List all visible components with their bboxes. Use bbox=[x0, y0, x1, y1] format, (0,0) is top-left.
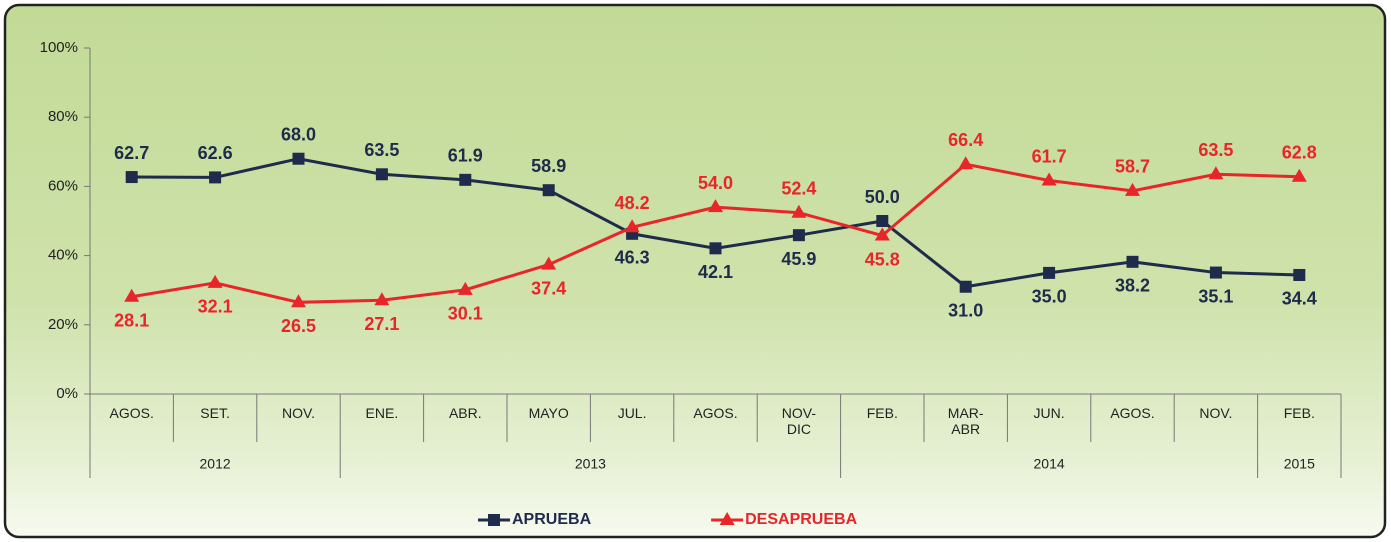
data-label: 45.9 bbox=[781, 249, 816, 269]
data-point bbox=[624, 219, 640, 233]
data-label: 38.2 bbox=[1115, 276, 1150, 296]
data-label: 54.0 bbox=[698, 173, 733, 193]
x-tick-label: AGOS. bbox=[1110, 405, 1155, 421]
chart-background bbox=[3, 3, 1387, 539]
data-label: 26.5 bbox=[281, 316, 316, 336]
data-label: 30.1 bbox=[448, 304, 483, 324]
data-point bbox=[209, 171, 222, 184]
x-tick-label: ENE. bbox=[365, 405, 399, 421]
data-point bbox=[1125, 182, 1140, 196]
x-tick-label: FEB. bbox=[866, 405, 898, 421]
group-label: 2015 bbox=[1284, 456, 1315, 472]
x-tick-label: MAR-ABR bbox=[947, 405, 984, 437]
data-point bbox=[959, 280, 972, 293]
data-label: 63.5 bbox=[1198, 140, 1233, 160]
data-label: 37.4 bbox=[531, 278, 566, 298]
group-label: 2013 bbox=[575, 456, 606, 472]
y-tick-label: 60% bbox=[48, 177, 78, 194]
data-label: 42.1 bbox=[698, 262, 733, 282]
data-label: 66.4 bbox=[948, 130, 983, 150]
data-label: 48.2 bbox=[615, 193, 650, 213]
data-point bbox=[1209, 266, 1222, 279]
data-point bbox=[124, 288, 140, 302]
x-tick-label: FEB. bbox=[1283, 405, 1315, 421]
data-label: 50.0 bbox=[865, 187, 900, 207]
data-label: 35.0 bbox=[1032, 287, 1067, 307]
data-label: 61.9 bbox=[448, 146, 483, 166]
data-point bbox=[958, 156, 974, 170]
x-tick-label: SET. bbox=[200, 405, 230, 421]
data-label: 62.8 bbox=[1282, 142, 1317, 162]
x-tick-label: NOV. bbox=[1199, 405, 1233, 421]
data-label: 46.3 bbox=[615, 248, 650, 268]
data-point bbox=[125, 171, 138, 184]
data-point bbox=[374, 292, 390, 306]
data-point bbox=[876, 215, 889, 227]
data-point bbox=[1043, 266, 1056, 279]
group-label: 2014 bbox=[1034, 456, 1065, 472]
y-tick-label: 80% bbox=[48, 108, 78, 125]
x-tick-label: AGOS. bbox=[109, 405, 154, 421]
data-point bbox=[207, 274, 223, 288]
y-tick-label: 0% bbox=[56, 385, 78, 402]
x-tick-label: ABR. bbox=[448, 405, 482, 421]
data-point bbox=[1293, 268, 1306, 281]
data-label: 34.4 bbox=[1282, 289, 1317, 309]
legend-marker bbox=[488, 514, 500, 526]
data-label: 61.7 bbox=[1032, 146, 1067, 166]
data-label: 35.1 bbox=[1198, 286, 1233, 306]
data-point bbox=[874, 227, 890, 241]
data-point bbox=[459, 173, 472, 186]
data-label: 45.8 bbox=[865, 249, 900, 269]
data-label: 63.5 bbox=[364, 140, 399, 160]
x-tick-label: JUL. bbox=[617, 405, 647, 421]
x-tick-label: MAYO bbox=[528, 405, 569, 421]
data-label: 52.4 bbox=[781, 178, 816, 198]
data-point bbox=[375, 168, 388, 181]
data-label: 31.0 bbox=[948, 300, 983, 320]
data-label: 58.7 bbox=[1115, 157, 1150, 177]
data-point bbox=[542, 184, 555, 197]
data-point bbox=[541, 256, 557, 270]
data-point bbox=[1126, 255, 1139, 268]
data-point bbox=[791, 204, 807, 218]
data-point bbox=[1291, 168, 1307, 182]
data-label: 68.0 bbox=[281, 124, 316, 144]
x-tick-label: NOV. bbox=[282, 405, 315, 421]
data-point bbox=[792, 229, 805, 242]
legend-marker bbox=[719, 512, 735, 525]
data-point bbox=[708, 199, 723, 213]
data-point bbox=[292, 152, 305, 165]
data-point bbox=[291, 294, 306, 308]
data-point bbox=[709, 242, 722, 255]
x-tick-label: AGOS. bbox=[693, 405, 738, 421]
data-label: 32.1 bbox=[198, 297, 233, 317]
data-point bbox=[457, 281, 473, 295]
x-tick-label: JUN. bbox=[1033, 405, 1065, 421]
data-label: 62.6 bbox=[198, 143, 233, 163]
data-label: 58.9 bbox=[531, 156, 566, 176]
data-label: 62.7 bbox=[114, 143, 149, 163]
x-tick-label: NOV-DIC bbox=[781, 405, 816, 437]
data-point bbox=[1041, 172, 1057, 186]
legend-label: APRUEBA bbox=[512, 511, 592, 528]
data-label: 27.1 bbox=[364, 314, 399, 334]
legend-label: DESAPRUEBA bbox=[745, 511, 857, 528]
group-label: 2012 bbox=[200, 456, 231, 472]
y-tick-label: 40% bbox=[48, 247, 78, 264]
data-point bbox=[1208, 166, 1224, 180]
y-tick-label: 20% bbox=[48, 316, 78, 333]
data-label: 28.1 bbox=[114, 311, 149, 331]
y-tick-label: 100% bbox=[40, 39, 78, 56]
